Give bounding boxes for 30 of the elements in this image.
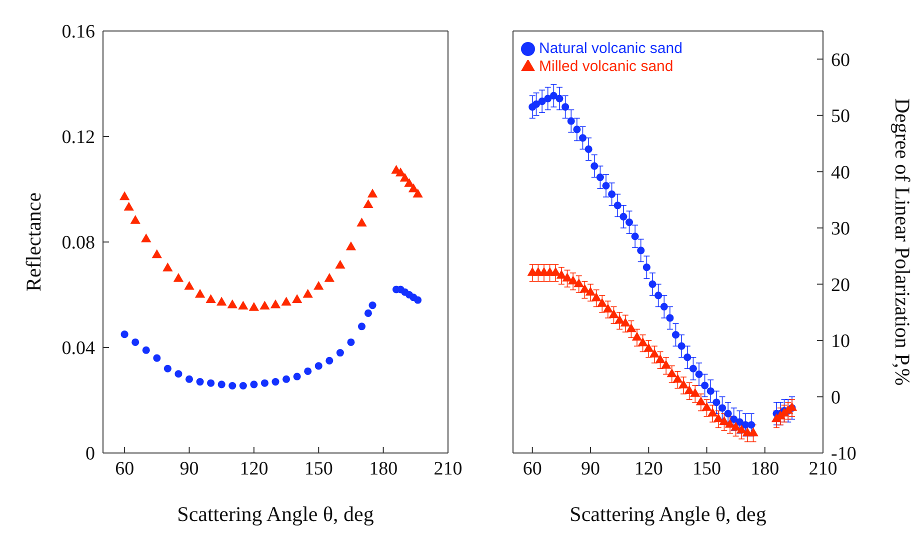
x-tick-label: 150: [304, 458, 333, 480]
y2-tick-label: 20: [831, 274, 850, 296]
x-tick-label: 60: [115, 458, 134, 480]
x-tick-label: 60: [522, 458, 542, 480]
y-tick-label: 0: [86, 444, 95, 465]
x-axis-title: Scattering Angle θ, deg: [177, 502, 374, 526]
x-tick-label: 180: [369, 458, 398, 480]
y-tick-label: 0.16: [62, 22, 95, 43]
x-tick-label: 90: [581, 458, 600, 480]
y2-tick-label: 60: [831, 50, 850, 71]
y-tick-label: 0.12: [62, 127, 95, 148]
legend-label: Milled volcanic sand: [539, 58, 674, 75]
x-tick-label: 120: [634, 458, 663, 480]
x-tick-label: 90: [180, 458, 199, 480]
y-axis-title: Reflectance: [21, 192, 46, 292]
x-tick-label: 210: [808, 458, 838, 480]
y2-tick-label: 50: [831, 106, 850, 128]
y2-tick-label: 40: [831, 162, 850, 184]
x-axis-title: Scattering Angle θ, deg: [570, 502, 767, 526]
x-tick-label: 210: [434, 458, 462, 480]
x-tick-label: 180: [750, 458, 780, 480]
y-tick-label: 0.08: [62, 232, 95, 254]
y2-tick-label: 10: [831, 331, 850, 352]
y-tick-label: 0.04: [62, 338, 96, 360]
y2-axis-title: Degree of Linear Polarization P,%: [890, 98, 915, 386]
x-tick-label: 120: [240, 458, 268, 480]
y2-tick-label: 0: [831, 387, 840, 408]
legend-label: Natural volcanic sand: [539, 40, 682, 57]
x-tick-label: 150: [692, 458, 721, 480]
y2-tick-label: 30: [831, 218, 850, 240]
